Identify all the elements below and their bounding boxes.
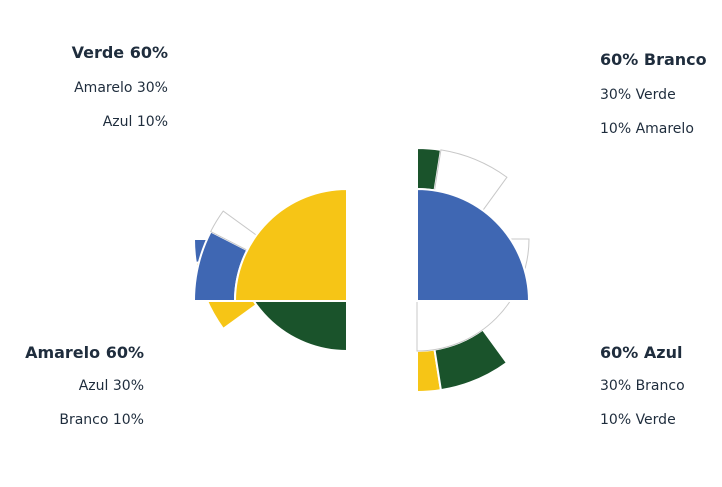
label-top-right-third: 10% Amarelo [600, 121, 694, 137]
label-bottom-right-main: 60% Azul [600, 343, 683, 362]
label-bottom-left-main: Amarelo 60% [25, 343, 144, 362]
inner-sector-bottom-right-azul [416, 187, 531, 302]
label-top-right-second: 30% Verde [600, 87, 676, 103]
label-bottom-left-second: Azul 30% [78, 378, 144, 394]
inner-sector-bottom-left-amarelo [233, 187, 348, 302]
label-top-left-second: Amarelo 30% [74, 80, 168, 96]
label-top-left-third: Azul 10% [102, 114, 168, 130]
label-bottom-right-third: 10% Verde [600, 412, 676, 428]
label-bottom-right-second: 30% Branco [600, 378, 685, 394]
label-top-right-main: 60% Branco [600, 50, 707, 69]
label-top-left-main: Verde 60% [71, 43, 168, 62]
label-bottom-left-third: Branco 10% [59, 412, 144, 428]
